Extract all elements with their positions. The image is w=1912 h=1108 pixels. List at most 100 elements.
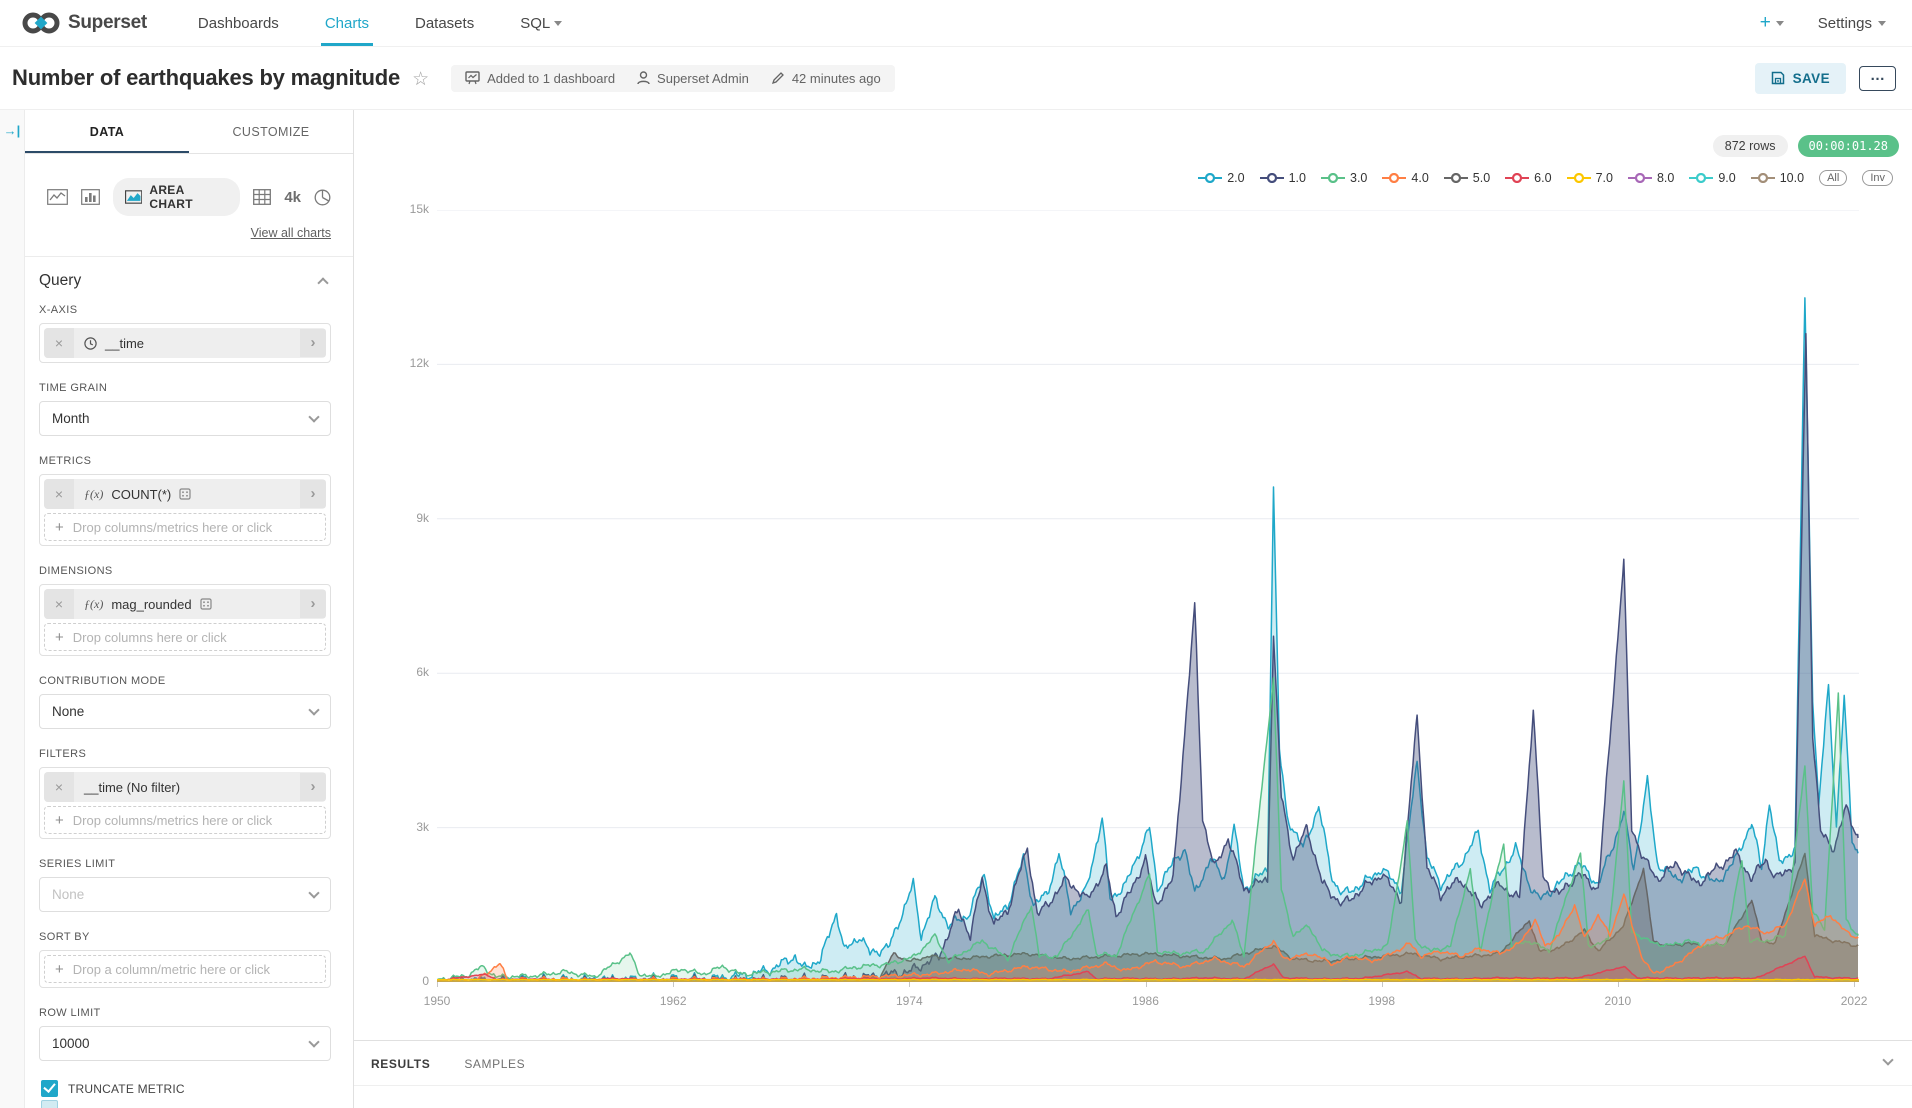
legend-item-8.0[interactable]: 8.0 xyxy=(1627,171,1674,185)
nav-charts[interactable]: Charts xyxy=(320,0,373,46)
legend-item-2.0[interactable]: 2.0 xyxy=(1198,171,1245,185)
dashboards-badge[interactable]: Added to 1 dashboard xyxy=(465,71,615,86)
legend-item-9.0[interactable]: 9.0 xyxy=(1689,171,1736,185)
line-series-6.0[interactable] xyxy=(436,955,1859,982)
nav-datasets[interactable]: Datasets xyxy=(415,14,475,32)
nav-sql[interactable]: SQL xyxy=(516,0,566,46)
line-series-4.0[interactable] xyxy=(436,878,1859,983)
line-series-7.0[interactable] xyxy=(436,978,1860,981)
more-actions-button[interactable]: … xyxy=(1859,65,1896,91)
area-series-1.0[interactable] xyxy=(437,333,1858,983)
x-axis-label: 2010 xyxy=(1604,994,1632,1008)
legend-marker-icon xyxy=(1689,173,1714,183)
query-section-title: Query xyxy=(39,272,82,289)
chevron-down-icon xyxy=(308,411,320,423)
tab-data[interactable]: DATA xyxy=(25,110,189,153)
control-label: METRICS xyxy=(39,455,92,467)
favorite-star-icon[interactable]: ☆ xyxy=(412,68,430,90)
table-viz-icon[interactable] xyxy=(253,189,272,205)
remove-icon[interactable]: × xyxy=(44,772,74,802)
function-icon: ƒ(x) xyxy=(84,596,104,611)
chevron-right-icon[interactable]: › xyxy=(300,590,326,618)
line-chart-viz-icon[interactable] xyxy=(47,189,68,205)
chevron-right-icon[interactable]: › xyxy=(300,773,326,801)
clock-icon xyxy=(84,336,97,350)
legend-inv-button[interactable]: Inv xyxy=(1862,170,1893,186)
metric-pill[interactable]: × ƒ(x) COUNT(*) › xyxy=(44,479,326,509)
control-contribution-mode: CONTRIBUTION MODE None xyxy=(39,675,331,729)
metrics-drop-zone[interactable]: + Drop columns/metrics here or click xyxy=(44,513,326,541)
chevron-down-icon xyxy=(1775,20,1784,26)
bar-chart-viz-icon[interactable] xyxy=(81,189,100,205)
tab-results[interactable]: RESULTS xyxy=(371,1057,431,1071)
control-filters: FILTERS × __time (No filter) › + Drop co… xyxy=(39,748,331,839)
pie-chart-viz-icon[interactable] xyxy=(314,189,331,206)
query-section-header[interactable]: Query xyxy=(39,257,331,304)
owner-badge: Superset Admin xyxy=(637,71,749,86)
area-series-5.0[interactable] xyxy=(437,853,1858,983)
area-series-4.0[interactable] xyxy=(437,879,1858,982)
chart-metadata: Added to 1 dashboard Superset Admin 42 m… xyxy=(451,64,895,92)
time-grain-select[interactable]: Month xyxy=(39,401,331,436)
area-chart-plot[interactable] xyxy=(436,209,1860,983)
legend-item-10.0[interactable]: 10.0 xyxy=(1750,171,1804,185)
area-series-3.0[interactable] xyxy=(437,677,1858,982)
x-axis-label: 1962 xyxy=(659,994,687,1008)
filter-pill[interactable]: × __time (No filter) › xyxy=(44,772,326,802)
y-axis-label: 9k xyxy=(416,510,429,525)
row-limit-select[interactable]: 10000 xyxy=(39,1026,331,1061)
tab-samples[interactable]: SAMPLES xyxy=(464,1057,526,1071)
remove-icon[interactable]: × xyxy=(44,328,74,358)
chevron-right-icon[interactable]: › xyxy=(300,480,326,508)
settings-menu[interactable]: Settings xyxy=(1818,15,1886,32)
dimensions-drop-zone[interactable]: + Drop columns here or click xyxy=(44,623,326,651)
legend-marker-icon xyxy=(1443,173,1468,183)
page-title[interactable]: Number of earthquakes by magnitude xyxy=(12,65,401,90)
legend-item-3.0[interactable]: 3.0 xyxy=(1321,171,1367,185)
legend-item-1.0[interactable]: 1.0 xyxy=(1259,171,1306,185)
superset-logo[interactable]: Superset xyxy=(0,0,175,46)
legend-item-4.0[interactable]: 4.0 xyxy=(1382,171,1429,185)
line-series-3.0[interactable] xyxy=(436,677,1859,982)
sort-by-drop-zone[interactable]: + Drop a column/metric here or click xyxy=(44,955,326,983)
contribution-mode-select[interactable]: None xyxy=(39,694,331,729)
legend-marker-icon xyxy=(1750,173,1775,183)
legend-item-6.0[interactable]: 6.0 xyxy=(1505,171,1552,185)
x-axis-pill[interactable]: × __time › xyxy=(44,328,326,358)
legend-all-button[interactable]: All xyxy=(1819,170,1848,186)
x-axis-label: 1998 xyxy=(1368,994,1396,1008)
series-limit-select[interactable]: None xyxy=(39,877,331,912)
legend-item-5.0[interactable]: 5.0 xyxy=(1443,171,1490,185)
y-axis-label: 6k xyxy=(416,665,429,680)
x-axis-label: 1986 xyxy=(1132,994,1159,1008)
chevron-down-icon xyxy=(308,887,320,899)
plus-icon: + xyxy=(55,960,64,978)
big-number-viz-icon[interactable]: 4k xyxy=(284,188,301,206)
chevron-down-icon xyxy=(308,704,320,716)
control-series-limit: SERIES LIMIT None xyxy=(39,858,331,912)
remove-icon[interactable]: × xyxy=(44,589,74,619)
chevron-right-icon[interactable]: › xyxy=(300,329,326,357)
ellipsis-icon: … xyxy=(1870,66,1885,84)
filters-drop-zone[interactable]: + Drop columns/metrics here or click xyxy=(44,806,326,834)
dimension-pill[interactable]: × ƒ(x) mag_rounded › xyxy=(44,589,326,619)
partially-visible-checkbox[interactable] xyxy=(41,1100,58,1108)
save-disk-icon xyxy=(1771,71,1784,85)
expand-dataset-panel-icon[interactable]: →| xyxy=(3,123,21,138)
control-label: DIMENSIONS xyxy=(39,565,113,577)
truncate-metric-checkbox[interactable] xyxy=(41,1080,58,1097)
control-x-axis: X-AXIS × __time › xyxy=(39,304,331,363)
area-chart-viz-selected[interactable]: AREA CHART xyxy=(113,178,241,216)
view-all-charts-link[interactable]: View all charts xyxy=(250,226,331,240)
save-button[interactable]: SAVE xyxy=(1754,62,1846,94)
control-label: FILTERS xyxy=(39,748,87,760)
remove-icon[interactable]: × xyxy=(44,479,74,509)
nav-dashboards[interactable]: Dashboards xyxy=(197,14,279,32)
results-pane: RESULTS SAMPLES xyxy=(354,1040,1912,1086)
new-item-button[interactable]: + xyxy=(1760,12,1784,34)
calculator-icon xyxy=(199,598,212,610)
area-series-2.0[interactable] xyxy=(437,297,1858,982)
pencil-icon xyxy=(771,72,784,85)
tab-customize[interactable]: CUSTOMIZE xyxy=(232,125,310,139)
legend-item-7.0[interactable]: 7.0 xyxy=(1566,171,1613,185)
